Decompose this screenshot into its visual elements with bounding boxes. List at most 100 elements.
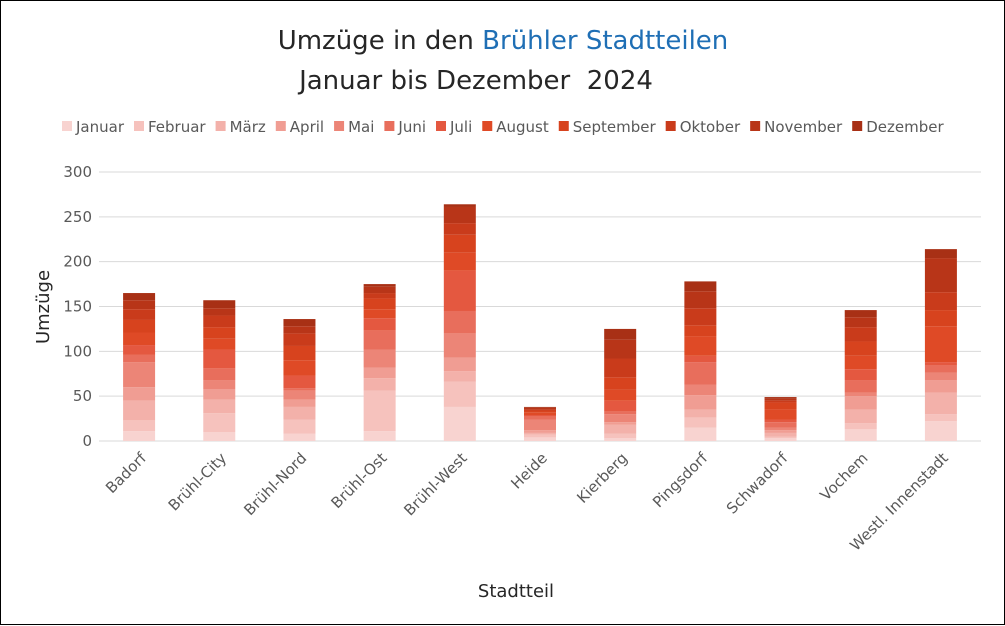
bar-segment-februar xyxy=(764,436,797,439)
bar-segment-november xyxy=(524,407,556,410)
legend-swatch xyxy=(384,121,395,131)
legend-entry-juni: Juni xyxy=(384,118,426,136)
bar-segment-märz xyxy=(684,409,717,418)
legend-label: Juli xyxy=(449,118,472,136)
bar-segment-oktober xyxy=(203,315,236,328)
legend-entry-märz: März xyxy=(215,118,266,136)
bar-segment-april xyxy=(764,430,797,433)
bar-segment-november xyxy=(123,300,156,310)
bar-stack-vochem xyxy=(844,310,877,441)
legend-label: Februar xyxy=(148,118,206,136)
bar-stack-pingsdorf xyxy=(684,281,717,441)
bar-segment-mai xyxy=(924,372,957,381)
bar-segment-oktober xyxy=(443,223,476,235)
bar-segment-april xyxy=(363,367,396,379)
bar-segment-dezember xyxy=(764,397,797,399)
bar-segment-april xyxy=(844,396,877,410)
bar-segment-februar xyxy=(924,414,957,422)
legend-entry-mai: Mai xyxy=(334,118,374,136)
bar-segment-januar xyxy=(764,438,797,441)
x-axis-title: Stadtteil xyxy=(478,581,554,602)
y-tick-label: 100 xyxy=(63,342,92,360)
x-tick-label: Brühl-Ost xyxy=(328,449,391,512)
bar-segment-august xyxy=(363,309,396,319)
bar-segment-oktober xyxy=(684,308,717,326)
bar-segment-januar xyxy=(924,421,957,441)
bar-segment-märz xyxy=(764,432,797,437)
bar-segment-november xyxy=(443,206,476,224)
bar-segment-märz xyxy=(123,400,156,421)
legend-entry-januar: Januar xyxy=(62,118,125,136)
bar-stack-kierberg xyxy=(604,328,637,441)
bar-segment-september xyxy=(524,410,556,413)
legend-entry-juli: Juli xyxy=(436,118,472,136)
legend-swatch xyxy=(334,121,345,131)
bar-segment-dezember xyxy=(123,293,156,301)
bar-segment-juni xyxy=(123,354,156,363)
bar-stack-brühl-ost xyxy=(363,284,396,441)
legend-swatch xyxy=(852,121,863,131)
bar-segment-november xyxy=(604,339,637,359)
legend-swatch xyxy=(62,121,72,131)
bar-segment-august xyxy=(283,360,316,376)
bar-segment-mai xyxy=(844,392,877,397)
bar-segment-april xyxy=(604,422,637,425)
bar-segment-januar xyxy=(363,431,396,441)
gridlines xyxy=(99,171,981,442)
bar-segment-märz xyxy=(283,406,316,420)
bar-segment-dezember xyxy=(524,406,556,408)
y-tick-label: 250 xyxy=(63,208,92,226)
bar-segment-august xyxy=(684,336,717,356)
bar-segment-oktober xyxy=(924,292,957,311)
bar-segment-juli xyxy=(123,345,156,355)
bar-segment-april xyxy=(283,399,316,407)
bar-stack-brühl-city xyxy=(203,300,236,441)
chart-title-accent: Brühler Stadtteilen xyxy=(482,26,728,56)
bar-segment-juli xyxy=(844,369,877,381)
bar-segment-oktober xyxy=(604,358,637,378)
bar-segment-juni xyxy=(684,362,717,385)
bar-segment-juni xyxy=(924,365,957,373)
bar-segment-november xyxy=(764,398,797,401)
bar-segment-juli xyxy=(764,419,797,423)
x-tick-label: Heide xyxy=(507,449,550,492)
bar-segment-februar xyxy=(604,433,637,439)
x-tick-label: Schwadorf xyxy=(723,449,792,518)
legend-entry-oktober: Oktober xyxy=(665,118,741,136)
legend-label: Juni xyxy=(397,118,426,136)
legend-entry-september: September xyxy=(558,118,657,136)
bar-segment-august xyxy=(123,332,156,346)
legend-label: September xyxy=(573,118,657,136)
bar-stack-brühl-west xyxy=(443,204,476,441)
bar-segment-oktober xyxy=(844,327,877,342)
bar-segment-februar xyxy=(844,423,877,430)
bar-segment-juni xyxy=(844,380,877,393)
legend-label: Dezember xyxy=(866,118,944,136)
y-tick-label: 50 xyxy=(73,387,92,405)
bar-segment-april xyxy=(123,387,156,401)
legend-label: Januar xyxy=(75,118,125,136)
bar-segment-november xyxy=(363,286,396,294)
bar-segment-april xyxy=(443,357,476,372)
bar-stack-schwadorf xyxy=(764,397,797,441)
bar-segment-juli xyxy=(283,375,316,389)
bar-segment-februar xyxy=(203,413,236,433)
bar-segment-juli xyxy=(203,349,236,369)
legend-swatch xyxy=(665,121,676,131)
bar-segment-februar xyxy=(684,417,717,428)
bar-segment-mai xyxy=(604,414,637,423)
bar-segment-februar xyxy=(363,390,396,432)
bar-segment-april xyxy=(684,395,717,410)
chart-title-prefix: Umzüge in den xyxy=(278,26,482,56)
bar-segment-april xyxy=(203,388,236,400)
bar-segment-januar xyxy=(844,429,877,441)
legend-entry-april: April xyxy=(275,118,324,136)
bar-segment-märz xyxy=(604,424,637,434)
legend-entry-november: November xyxy=(750,118,843,136)
bar-segment-juni xyxy=(524,416,556,420)
bar-segment-september xyxy=(283,345,316,361)
bar-segment-dezember xyxy=(924,249,957,259)
x-axis-categories: Badorf Brühl-City Brühl-Nord Brühl-Ost Brühl… xyxy=(102,449,952,555)
bar-segment-dezember xyxy=(363,284,396,287)
